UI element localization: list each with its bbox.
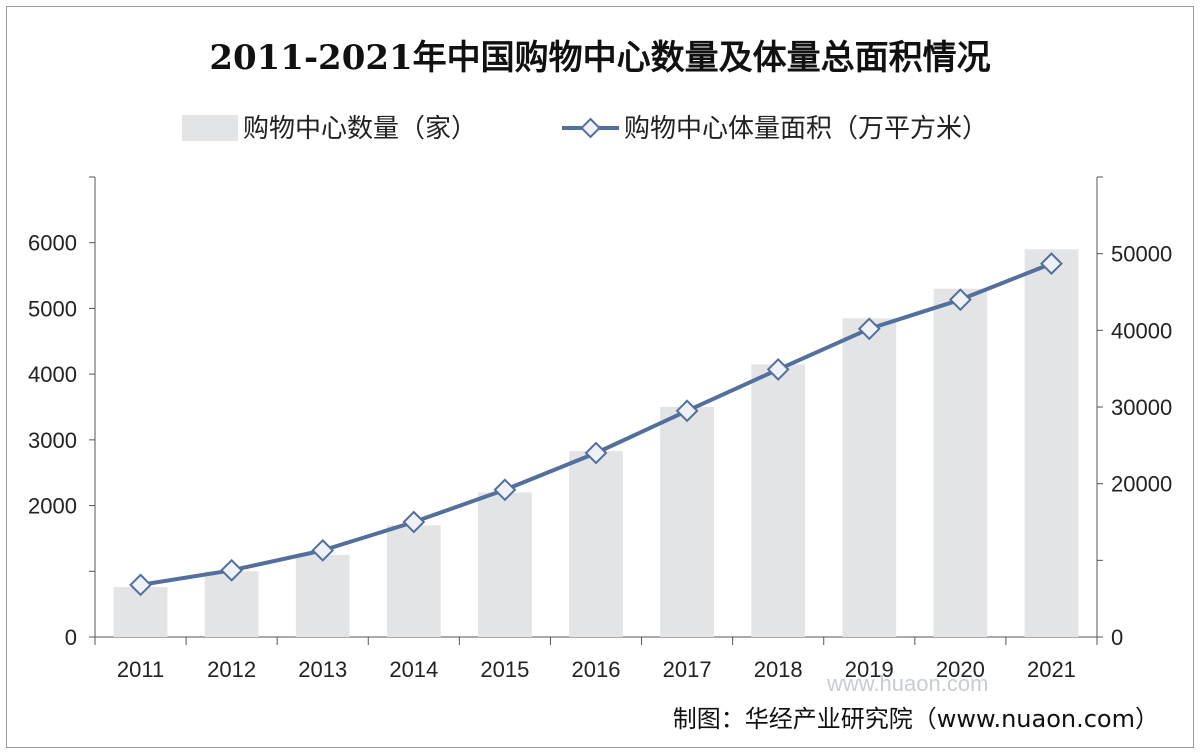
x-tick-label: 2016 (572, 657, 621, 682)
x-tick-label: 2017 (663, 657, 712, 682)
x-tick-label: 2018 (754, 657, 803, 682)
x-tick-label: 2013 (298, 657, 347, 682)
legend-label-line: 购物中心体量面积（万平方米） (624, 114, 988, 144)
bar (386, 525, 441, 637)
chart-title: 2011-2021年中国购物中心数量及体量总面积情况 (209, 38, 990, 78)
line-point (584, 441, 608, 465)
y-left-tick-label: 3000 (28, 428, 77, 453)
x-tick-label: 2015 (480, 657, 529, 682)
bar (204, 571, 259, 637)
source-credit: 制图：华经产业研究院（www.nuaon.com） (673, 705, 1159, 733)
line-point (766, 358, 790, 381)
x-tick-label: 2011 (117, 657, 164, 682)
x-tick-label: 2012 (207, 657, 256, 682)
x-tick-label: 2021 (1027, 657, 1076, 682)
bar (478, 492, 532, 637)
line-point (311, 538, 335, 562)
line-point (493, 478, 517, 502)
line-point (1040, 252, 1063, 276)
y-right-tick-label: 30000 (1111, 395, 1172, 420)
x-tick-label: 2014 (389, 657, 438, 682)
legend-marker-icon (580, 117, 601, 139)
chart-canvas: 2011-2021年中国购物中心数量及体量总面积情况 购物中心数量（家） 购物中… (28, 38, 1172, 733)
y-left-tick-label: 4000 (28, 362, 77, 387)
legend-label-bar: 购物中心数量（家） (243, 114, 477, 144)
y-left-tick-label: 2000 (28, 494, 77, 519)
x-tick-label: 2019 (845, 657, 894, 682)
y-left-tick-label: 5000 (28, 296, 77, 321)
chart-legend: 购物中心数量（家） 购物中心体量面积（万平方米） (182, 114, 988, 144)
line-point (857, 317, 881, 341)
y-right-tick-label: 0 (1111, 625, 1123, 650)
bar (295, 554, 350, 637)
bar (660, 407, 714, 637)
y-right-tick-label: 40000 (1111, 318, 1172, 343)
watermark-text: www.huaon.com (826, 671, 988, 696)
bar (842, 318, 897, 637)
line-point (220, 558, 244, 582)
line-point (675, 399, 699, 423)
y-right-tick-label: 50000 (1111, 242, 1172, 267)
plot-area: 0 2000 3000 4000 5000 6000 0 20000 30000 40000 500… (28, 176, 1172, 682)
line-point (402, 510, 426, 534)
bar (933, 288, 988, 637)
x-tick-label: 2020 (936, 657, 985, 682)
chart-frame: 2011-2021年中国购物中心数量及体量总面积情况 购物中心数量（家） 购物中… (6, 6, 1194, 748)
bar (1024, 249, 1079, 638)
y-left-tick-label: 0 (65, 625, 77, 650)
y-right-tick-label: 20000 (1111, 472, 1172, 497)
bar (751, 364, 806, 637)
legend-swatch-bar (182, 115, 238, 141)
y-left-tick-label: 6000 (28, 231, 77, 256)
line-point (129, 573, 152, 597)
line-point (948, 288, 972, 312)
bar (569, 451, 623, 637)
